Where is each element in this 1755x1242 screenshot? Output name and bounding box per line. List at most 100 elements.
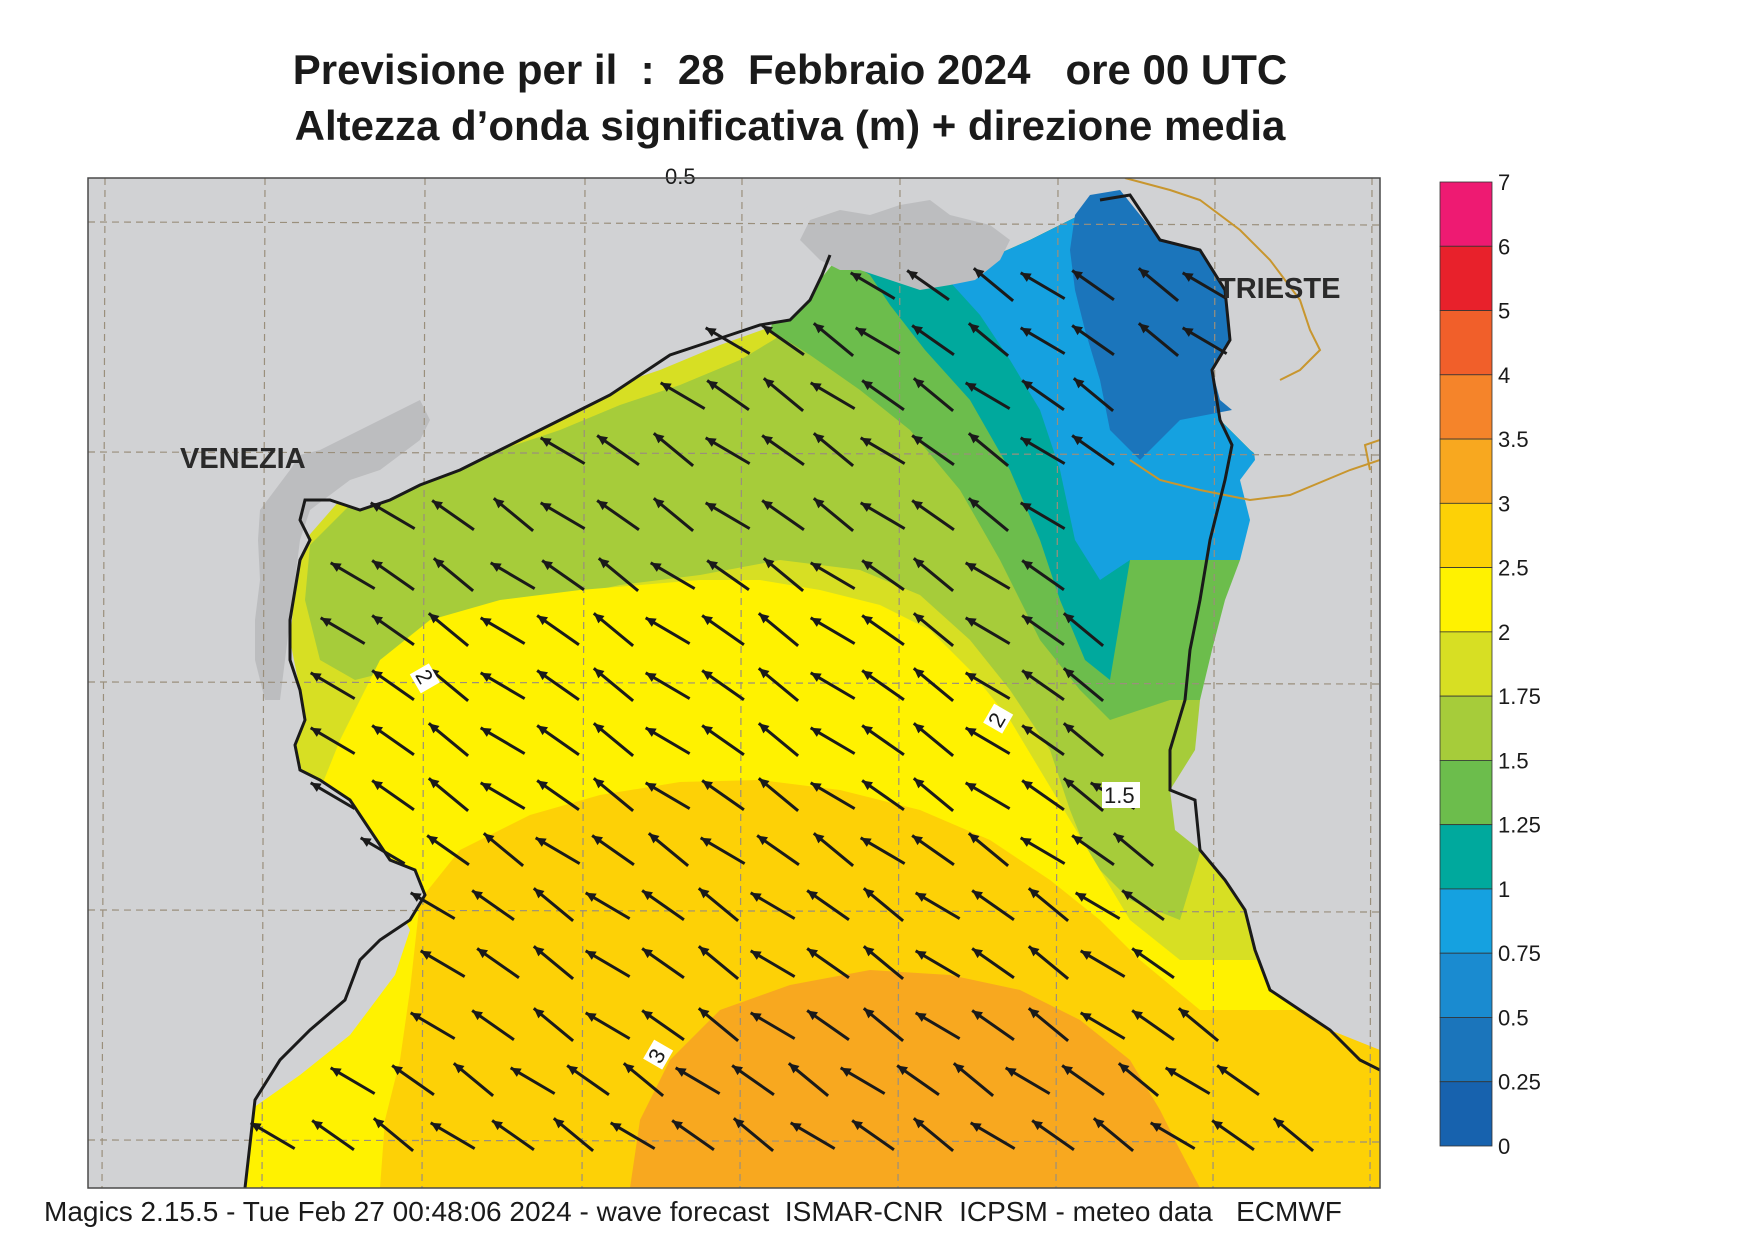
wave-arrow-head — [675, 1067, 687, 1077]
wave-arrow-head — [1212, 1120, 1224, 1131]
wave-arrow-head — [430, 1122, 442, 1132]
wave-arrow-head — [483, 833, 495, 844]
wave-arrow-head — [705, 502, 717, 512]
wave-arrow-head — [392, 1065, 404, 1076]
wave-arrow-head — [1063, 668, 1075, 679]
wave-arrow-head — [1273, 1118, 1285, 1129]
colorbar-band — [1439, 438, 1493, 504]
wave-arrow-head — [642, 890, 654, 901]
wave-arrow-head — [372, 780, 384, 791]
contour-label-bg — [983, 703, 1014, 734]
wave-arrow-head — [1022, 670, 1034, 681]
wave-arrow-head — [915, 1012, 927, 1022]
wave-arrow-head — [912, 500, 924, 511]
wave-arrow-head — [1165, 1067, 1177, 1077]
wave-arrow-head — [965, 782, 977, 792]
wave-arrow-head — [907, 270, 919, 281]
wave-arrow-head — [373, 1118, 385, 1129]
wave-arrow-head — [1072, 435, 1084, 446]
wave-arrow-head — [813, 323, 825, 334]
wave-arrow-head — [913, 613, 925, 624]
wave-arrow-head — [810, 562, 822, 572]
wave-arrow-head — [953, 1063, 965, 1074]
wave-arrow-head — [453, 1063, 465, 1074]
wave-arrow-head — [1028, 946, 1040, 957]
wave-arrow-head — [1028, 1008, 1040, 1019]
colorbar-band — [1439, 567, 1493, 633]
wave-arrow-head — [968, 498, 980, 509]
wave-arrow-head — [310, 782, 322, 792]
wave-arrow-head — [807, 890, 819, 901]
wave-arrow-head — [1178, 1008, 1190, 1019]
wave-arrow-head — [1022, 560, 1034, 571]
contour-label-1-5: 1.5 — [1104, 783, 1135, 808]
istria-land — [1170, 178, 1380, 1050]
colorbar-tick-label: 7 — [1498, 170, 1510, 195]
colorbar-band — [1439, 245, 1493, 311]
wave-arrow-head — [850, 272, 862, 282]
wave-arrow-head — [1020, 502, 1032, 512]
italy-land — [88, 178, 890, 1188]
wave-arrow-head — [1132, 1010, 1144, 1021]
wave-arrow-head — [540, 437, 552, 447]
wave-arrow-head — [420, 950, 432, 960]
wave-arrow-head — [593, 668, 605, 679]
wave-arrow-head — [360, 837, 372, 847]
wave-arrow-head — [810, 782, 822, 792]
colorbar-tick-label: 0 — [1498, 1134, 1510, 1159]
wave-arrow-head — [913, 668, 925, 679]
wave-arrow-head — [915, 892, 927, 902]
wave-direction-arrows — [249, 267, 1315, 1152]
wave-arrow-head — [810, 617, 822, 627]
wave-arrow-head — [427, 835, 439, 846]
wave-arrow-head — [250, 1122, 262, 1132]
wave-arrow-head — [702, 670, 714, 681]
colorbar-tick-label: 3 — [1498, 491, 1510, 516]
colorbar-band — [1439, 310, 1493, 376]
wave-arrow-head — [1022, 780, 1034, 791]
colorbar-tick-label: 1.75 — [1498, 684, 1541, 709]
wave-arrow-head — [860, 837, 872, 847]
colorbar-band — [1439, 181, 1493, 247]
wave-arrow-head — [653, 498, 665, 509]
wave-arrow-head — [758, 613, 770, 624]
wave-arrow-head — [510, 1067, 522, 1077]
wave-arrow-head — [533, 1008, 545, 1019]
colorbar-tick-label: 1.25 — [1498, 813, 1541, 838]
wave-arrow-head — [1132, 948, 1144, 959]
venice-lagoon-land — [255, 400, 430, 700]
wave-arrow-head — [672, 1120, 684, 1131]
wave-arrow-head — [758, 723, 770, 734]
wave-arrow-head — [642, 948, 654, 959]
variable-title: Altezza d’onda significativa (m) + direz… — [294, 102, 1286, 149]
wave-arrow-head — [480, 617, 492, 627]
wave-arrow-head — [732, 1065, 744, 1076]
wave-arrow-head — [1093, 1118, 1105, 1129]
wave-arrow-head — [1020, 437, 1032, 447]
wave-arrow-head — [897, 1065, 909, 1076]
contour-label-bg — [643, 1039, 674, 1070]
wave-arrow-head — [702, 725, 714, 736]
wave-arrow-head — [653, 433, 665, 444]
wave-arrow-head — [1217, 1065, 1229, 1076]
wave-arrow-head — [862, 670, 874, 681]
wave-arrow-head — [762, 325, 774, 336]
wave-arrow-head — [968, 433, 980, 444]
wave-arrow-head — [540, 502, 552, 512]
wave-arrow-head — [1062, 1065, 1074, 1076]
colorbar-tick-label: 5 — [1498, 299, 1510, 324]
colorbar-tick-label: 1 — [1498, 877, 1510, 902]
wave-arrow-head — [913, 558, 925, 569]
wave-arrow-head — [567, 1065, 579, 1076]
wave-arrow-head — [758, 668, 770, 679]
wave-arrow-head — [913, 1118, 925, 1129]
wave-arrow-head — [762, 435, 774, 446]
colorbar-band — [1439, 631, 1493, 697]
contour-label-0-5: 0.5 — [665, 164, 696, 189]
wave-arrow-head — [597, 435, 609, 446]
colorbar-band — [1439, 695, 1493, 761]
colorbar-tick-label: 0.25 — [1498, 1070, 1541, 1095]
colorbar-band — [1439, 1081, 1493, 1147]
wave-arrow-head — [410, 892, 422, 902]
wave-arrow-head — [372, 725, 384, 736]
